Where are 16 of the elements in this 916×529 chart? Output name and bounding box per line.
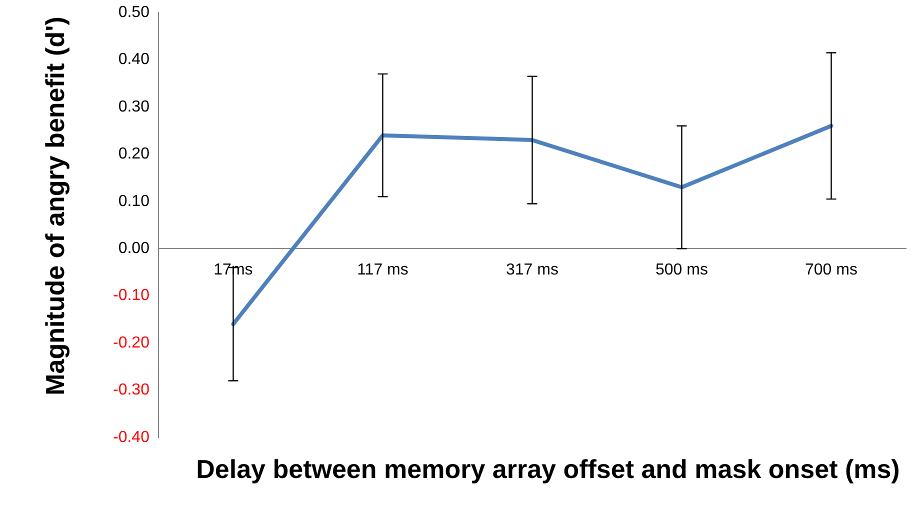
y-tick-label: -0.20 (113, 334, 150, 352)
x-axis-title: Delay between memory array offset and mask onset (ms) (195, 453, 901, 486)
y-tick-label: 0.00 (118, 240, 150, 258)
y-tick-label: 0.20 (118, 146, 150, 163)
x-tick-label: 317 ms (506, 262, 558, 279)
y-tick-label: -0.30 (113, 382, 150, 399)
x-tick-label: 700 ms (805, 262, 858, 279)
y-tick-label: -0.40 (113, 428, 150, 446)
y-tick-label: -0.10 (113, 287, 150, 304)
y-axis-title: Magnitude of angry benefit (d') (39, 16, 71, 398)
y-tick-label: 0.40 (118, 51, 150, 68)
y-tick-label: 0.10 (118, 192, 150, 210)
x-tick-label: 117 ms (357, 262, 408, 279)
y-tick-label: 0.50 (118, 4, 150, 22)
y-tick-label: 0.30 (118, 98, 150, 116)
x-tick-label: 500 ms (656, 262, 708, 279)
